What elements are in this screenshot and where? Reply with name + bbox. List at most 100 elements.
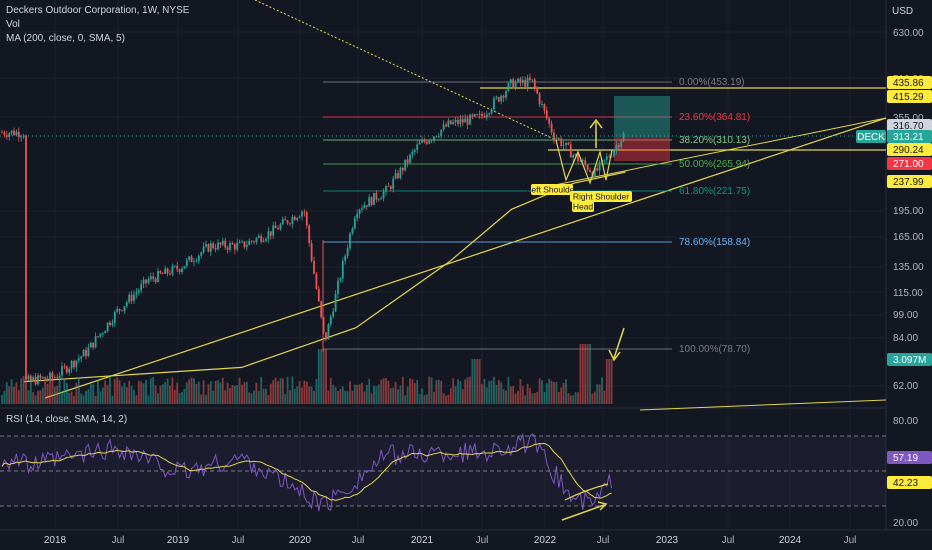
candle-body [550,123,553,133]
symbol-legend[interactable]: Deckers Outdoor Corporation, 1W, NYSE [6,5,190,16]
volume-bar [8,386,11,404]
volume-bar [586,344,589,404]
volume-bar [363,391,366,404]
candle-body [399,167,402,179]
volume-bar [370,393,373,404]
candle-body [421,140,423,143]
time-tick-label: Jul [476,535,489,546]
candle-body [262,240,265,242]
candle-body [281,219,284,225]
volume-bar [572,395,575,404]
rsi-ma-line [1,442,612,501]
volume-bar [217,380,219,404]
volume-bar [500,382,503,404]
volume-bar [397,389,399,404]
candle-body [483,116,486,118]
candle-body [137,290,140,293]
price-tick-label: 630.00 [893,28,924,39]
candle-body [257,235,260,238]
candle-body [495,97,498,99]
time-tick-label: 2023 [656,535,679,546]
candle-body [164,268,167,274]
volume-bar [555,381,558,404]
candle-body [101,333,104,334]
candle-body [517,78,519,83]
volume-bar [411,379,414,404]
candle-body [452,121,455,125]
volume-bar [445,395,447,404]
volume-bar [221,377,224,404]
volume-bar [521,386,524,404]
volume-bar [10,379,13,404]
volume-bar [303,380,306,404]
volume-bar [178,393,181,404]
volume-bar [284,394,287,404]
candle-body [389,186,392,189]
candle-body [5,135,8,137]
volume-bar [212,390,215,404]
volume-bar [277,381,279,404]
head-shoulders-pattern [555,139,613,185]
volume-bar [231,385,234,404]
volume-bar [200,394,203,404]
candle-body [104,331,107,334]
volume-bar [142,383,145,404]
price-badge: 3.097M [893,355,926,366]
volume-bar [37,390,39,404]
volume-bar [308,386,311,404]
candle-body [17,131,20,138]
candle-body [329,316,332,325]
fib-level-label: 38.20%(310.13) [679,135,750,146]
candle-body [334,293,337,312]
volume-bar [207,384,210,404]
rsi-legend[interactable]: RSI (14, close, SMA, 14, 2) [6,414,128,425]
volume-bar [430,377,433,404]
candle-body [385,186,387,192]
volume-bar [449,388,452,404]
volume-bar [289,389,291,404]
breakout-arrow [589,118,603,148]
volume-bar [529,387,531,404]
candle-body [406,159,409,163]
volume-bar [166,378,169,404]
volume-legend[interactable]: Vol [6,19,20,30]
candle-body [435,136,438,138]
volume-bar [147,395,150,404]
volume-bar [262,388,265,404]
candle-body [610,156,613,157]
volume-bar [533,393,536,404]
volume-bar [80,393,83,404]
candle-body [382,191,385,199]
candle-body [533,79,536,88]
candle-body [212,243,215,249]
candle-body [248,240,251,245]
fib-level-label: 50.00%(265.94) [679,159,750,170]
volume-bar [579,344,582,404]
volume-bar [406,386,409,404]
candle-body [457,119,459,124]
ma-legend[interactable]: MA (200, close, 0, SMA, 5) [6,33,125,44]
candle-body [565,142,567,146]
candle-body [562,145,565,146]
candle-body [593,168,596,177]
volume-bar [269,383,272,404]
volume-bar [413,383,416,404]
volume-bar [73,395,75,404]
volume-bar [481,384,483,404]
candle-body [109,322,111,325]
candle-body [466,118,469,125]
volume-bar [193,378,195,404]
volume-bar [161,384,164,404]
head-label-bg [572,201,594,212]
price-tick-label: 195.00 [893,206,924,217]
candle-body [13,130,15,136]
volume-bar [459,381,462,404]
price-badge: 435.86 [893,78,924,89]
candle-body [70,361,73,369]
candle-body [111,322,114,325]
price-badge-bg [887,143,932,156]
volume-bar [457,379,459,404]
ma200-line [23,171,626,383]
